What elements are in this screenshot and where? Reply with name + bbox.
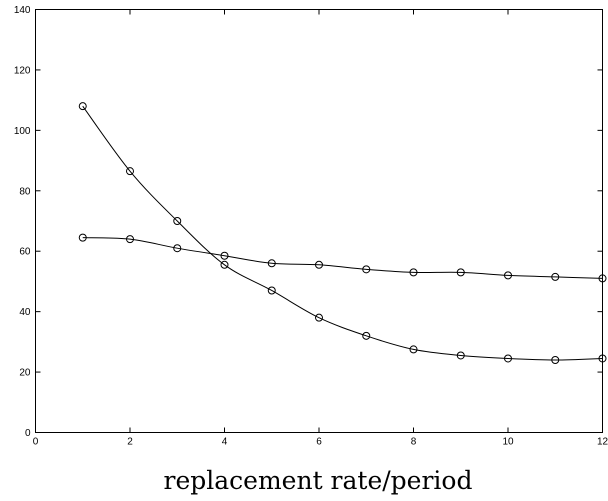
plot-frame bbox=[35, 9, 603, 433]
series-line bbox=[82, 105, 603, 361]
y-tick-label: 20 bbox=[19, 368, 31, 379]
x-tick-label: 2 bbox=[127, 437, 133, 448]
y-tick-label: 0 bbox=[25, 428, 31, 439]
x-tick-label: 6 bbox=[316, 437, 322, 448]
y-tick-label: 60 bbox=[19, 247, 31, 258]
data-point bbox=[551, 272, 560, 281]
data-point bbox=[409, 268, 418, 277]
series-line bbox=[82, 237, 603, 279]
data-point bbox=[456, 268, 465, 277]
data-point bbox=[551, 355, 560, 364]
y-tick-label: 80 bbox=[19, 186, 31, 197]
x-tick-label: 12 bbox=[597, 437, 608, 448]
data-point bbox=[173, 217, 182, 225]
x-axis-label: replacement rate/period bbox=[164, 466, 473, 495]
series-1 bbox=[78, 102, 607, 364]
data-point bbox=[362, 331, 371, 340]
data-point bbox=[598, 354, 607, 363]
data-point bbox=[504, 354, 512, 363]
data-point bbox=[456, 351, 465, 360]
data-point bbox=[315, 313, 323, 322]
data-point bbox=[173, 244, 182, 253]
y-tick-label: 40 bbox=[19, 307, 31, 318]
data-point bbox=[504, 271, 512, 280]
x-tick-label: 4 bbox=[222, 437, 228, 448]
data-point bbox=[78, 102, 87, 111]
series-2 bbox=[78, 233, 607, 283]
y-tick-label: 100 bbox=[14, 126, 31, 137]
series-group bbox=[78, 102, 607, 364]
axis-ticks bbox=[35, 9, 603, 433]
data-point bbox=[78, 233, 87, 242]
data-point bbox=[409, 345, 418, 354]
data-point bbox=[220, 260, 229, 269]
x-tick-label: 10 bbox=[502, 437, 514, 448]
x-tick-label: 8 bbox=[411, 437, 417, 448]
data-point bbox=[267, 259, 276, 268]
data-point bbox=[220, 251, 229, 260]
data-point bbox=[126, 167, 134, 176]
data-point bbox=[315, 260, 323, 269]
data-point bbox=[126, 235, 134, 244]
x-tick-label: 0 bbox=[33, 437, 39, 448]
data-point bbox=[267, 286, 276, 295]
data-point bbox=[598, 274, 607, 283]
y-tick-label: 140 bbox=[14, 5, 31, 16]
data-point bbox=[362, 265, 371, 274]
y-tick-label: 120 bbox=[14, 65, 31, 76]
